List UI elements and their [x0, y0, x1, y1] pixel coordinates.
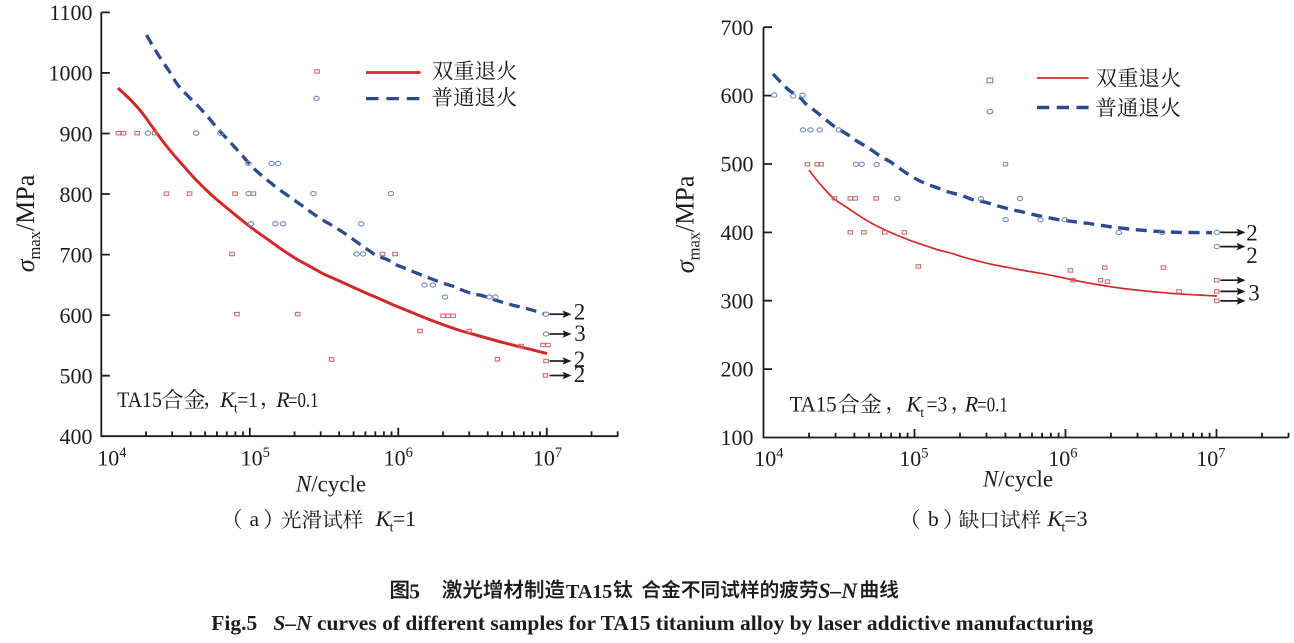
- svg-text:100: 100: [721, 425, 754, 450]
- svg-text:t: t: [1061, 521, 1065, 536]
- svg-text:300: 300: [721, 288, 754, 313]
- svg-text:2: 2: [1246, 221, 1258, 246]
- svg-text:=1: =1: [237, 387, 258, 412]
- svg-text:2: 2: [574, 347, 586, 372]
- svg-text:TA15: TA15: [790, 392, 837, 417]
- svg-text:600: 600: [721, 83, 754, 108]
- svg-text:K: K: [219, 387, 236, 412]
- svg-text:3: 3: [574, 321, 586, 346]
- svg-text:K: K: [905, 392, 922, 417]
- svg-text:=3: =3: [1064, 506, 1087, 531]
- svg-text:500: 500: [721, 152, 754, 177]
- svg-text:b: b: [928, 507, 939, 531]
- svg-text:TA15: TA15: [117, 387, 162, 412]
- svg-text:1000: 1000: [49, 61, 93, 86]
- svg-text:700: 700: [60, 242, 93, 267]
- svg-text:5: 5: [409, 580, 420, 604]
- svg-text:2: 2: [574, 362, 586, 387]
- svg-text:800: 800: [60, 182, 93, 207]
- svg-text:TA15: TA15: [566, 581, 612, 603]
- svg-text:t: t: [920, 406, 924, 421]
- svg-text:600: 600: [60, 303, 93, 328]
- svg-text:N/cycle: N/cycle: [982, 467, 1053, 492]
- svg-text:=3: =3: [927, 392, 948, 417]
- svg-text:N/cycle: N/cycle: [295, 472, 366, 497]
- svg-text:t: t: [234, 402, 238, 417]
- svg-text:3: 3: [1248, 281, 1260, 306]
- svg-text:400: 400: [60, 424, 93, 449]
- svg-text:R: R: [964, 392, 979, 417]
- svg-text:σmax/MPa: σmax/MPa: [11, 174, 44, 272]
- svg-text:K: K: [1046, 506, 1063, 531]
- svg-text:=0.1: =0.1: [977, 393, 1008, 417]
- svg-text:700: 700: [721, 15, 754, 40]
- svg-text:t: t: [390, 521, 394, 536]
- svg-text:2: 2: [1246, 243, 1258, 268]
- svg-text:S–N: S–N: [818, 578, 858, 603]
- svg-text:Fig.5 S–N curves of differen: Fig.5 S–N curves of different samples fo…: [211, 611, 1093, 635]
- svg-text:σmax/MPa: σmax/MPa: [671, 175, 704, 273]
- svg-text:K: K: [375, 506, 392, 531]
- svg-text:=0.1: =0.1: [288, 388, 319, 412]
- svg-text:106: 106: [1048, 446, 1077, 472]
- svg-text:a: a: [250, 507, 260, 531]
- svg-text:2: 2: [574, 300, 586, 325]
- svg-text:200: 200: [721, 357, 754, 382]
- svg-text:500: 500: [60, 364, 93, 389]
- svg-text:R: R: [275, 387, 290, 412]
- svg-text:1100: 1100: [49, 0, 92, 25]
- svg-text:=1: =1: [393, 506, 416, 531]
- svg-text:900: 900: [60, 121, 93, 146]
- svg-text:400: 400: [721, 220, 754, 245]
